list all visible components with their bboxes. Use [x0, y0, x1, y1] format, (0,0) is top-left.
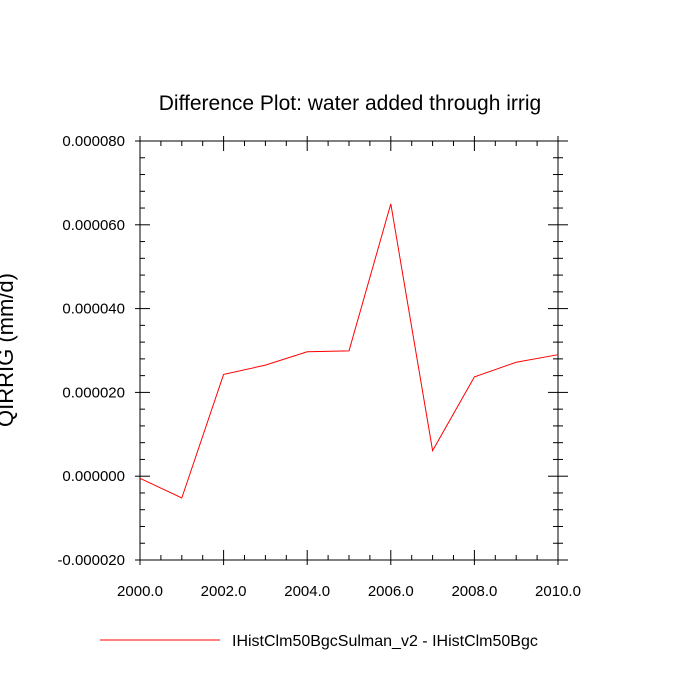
- y-tick-label: 0.000040: [62, 301, 125, 318]
- chart-title: Difference Plot: water added through irr…: [159, 92, 542, 115]
- y-tick-label: -0.000020: [57, 552, 125, 569]
- y-tick-label: 0.000080: [62, 133, 125, 150]
- legend-label: IHistClm50BgcSulman_v2 - IHistClm50Bgc: [232, 633, 538, 650]
- x-tick-label: 2008.0: [451, 583, 497, 600]
- x-tick-label: 2002.0: [201, 583, 247, 600]
- x-tick-label: 2004.0: [284, 583, 330, 600]
- axis-ticks: 2000.0 2002.0 2004.0 2006.0 2008.0 2010.0 -0.0…: [57, 133, 581, 600]
- x-tick-label: 2000.0: [117, 583, 163, 600]
- series-layer: [139, 203, 559, 499]
- y-tick-label: 0.000060: [62, 217, 125, 234]
- x-tick-label: 2010.0: [535, 583, 581, 600]
- legend: IHistClm50BgcSulman_v2 - IHistClm50Bgc: [100, 633, 538, 650]
- x-tick-label: 2006.0: [368, 583, 414, 600]
- y-tick-label: 0.000020: [62, 384, 125, 401]
- y-tick-label: 0.000000: [62, 468, 125, 485]
- y-axis-label: QIRRIG (mm/d): [0, 273, 18, 427]
